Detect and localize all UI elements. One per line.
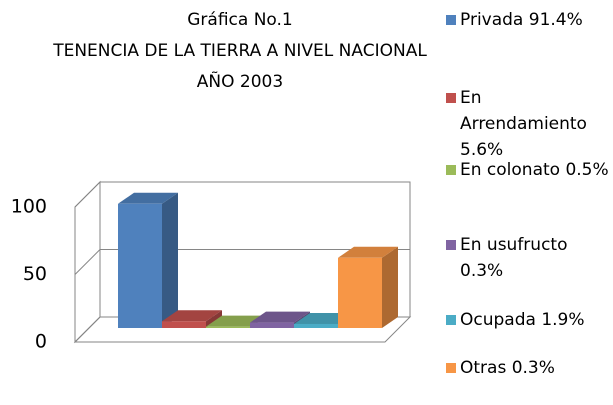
legend-swatch bbox=[446, 315, 456, 325]
bar-side bbox=[162, 192, 178, 328]
y-tick-label: 0 bbox=[35, 331, 47, 353]
legend-swatch bbox=[446, 165, 456, 175]
bar-side bbox=[382, 246, 398, 328]
legend-label: En usufructo 0.3% bbox=[460, 235, 568, 281]
legend-line: 5.6% bbox=[460, 140, 503, 160]
bar bbox=[250, 322, 294, 328]
legend-swatch bbox=[446, 363, 456, 373]
bar-top bbox=[250, 311, 310, 323]
chart-title: AÑO 2003 bbox=[197, 70, 283, 92]
grid-line bbox=[74, 249, 410, 275]
bar-top bbox=[338, 246, 398, 258]
legend-label: Otras 0.3% bbox=[460, 358, 555, 378]
legend-line: En usufructo bbox=[460, 235, 568, 255]
legend-line: En bbox=[460, 88, 482, 108]
bar-top bbox=[162, 310, 222, 322]
legend-label: Privada 91.4% bbox=[460, 10, 583, 30]
bar bbox=[206, 326, 250, 328]
legend-line: Arrendamiento bbox=[460, 114, 587, 134]
y-tick-label: 100 bbox=[11, 196, 47, 218]
bar-top bbox=[118, 192, 178, 204]
legend-label: En colonato 0.5% bbox=[460, 160, 609, 180]
legend-label: Ocupada 1.9% bbox=[460, 310, 585, 330]
legend-line: 0.3% bbox=[460, 261, 503, 281]
legend-label: En Arrendamiento 5.6% bbox=[460, 88, 587, 160]
legend-swatch bbox=[446, 93, 456, 103]
bar-side bbox=[206, 310, 222, 328]
bar bbox=[162, 321, 206, 328]
bar bbox=[118, 203, 162, 328]
bar bbox=[294, 323, 338, 328]
bar bbox=[338, 257, 382, 328]
chart-title: Gráfica No.1 bbox=[187, 10, 293, 30]
legend-swatch bbox=[446, 15, 456, 25]
legend-swatch bbox=[446, 240, 456, 250]
y-tick-label: 50 bbox=[23, 263, 47, 285]
grid-line bbox=[74, 181, 410, 208]
chart-title: TENENCIA DE LA TIERRA A NIVEL NACIONAL bbox=[52, 41, 427, 61]
